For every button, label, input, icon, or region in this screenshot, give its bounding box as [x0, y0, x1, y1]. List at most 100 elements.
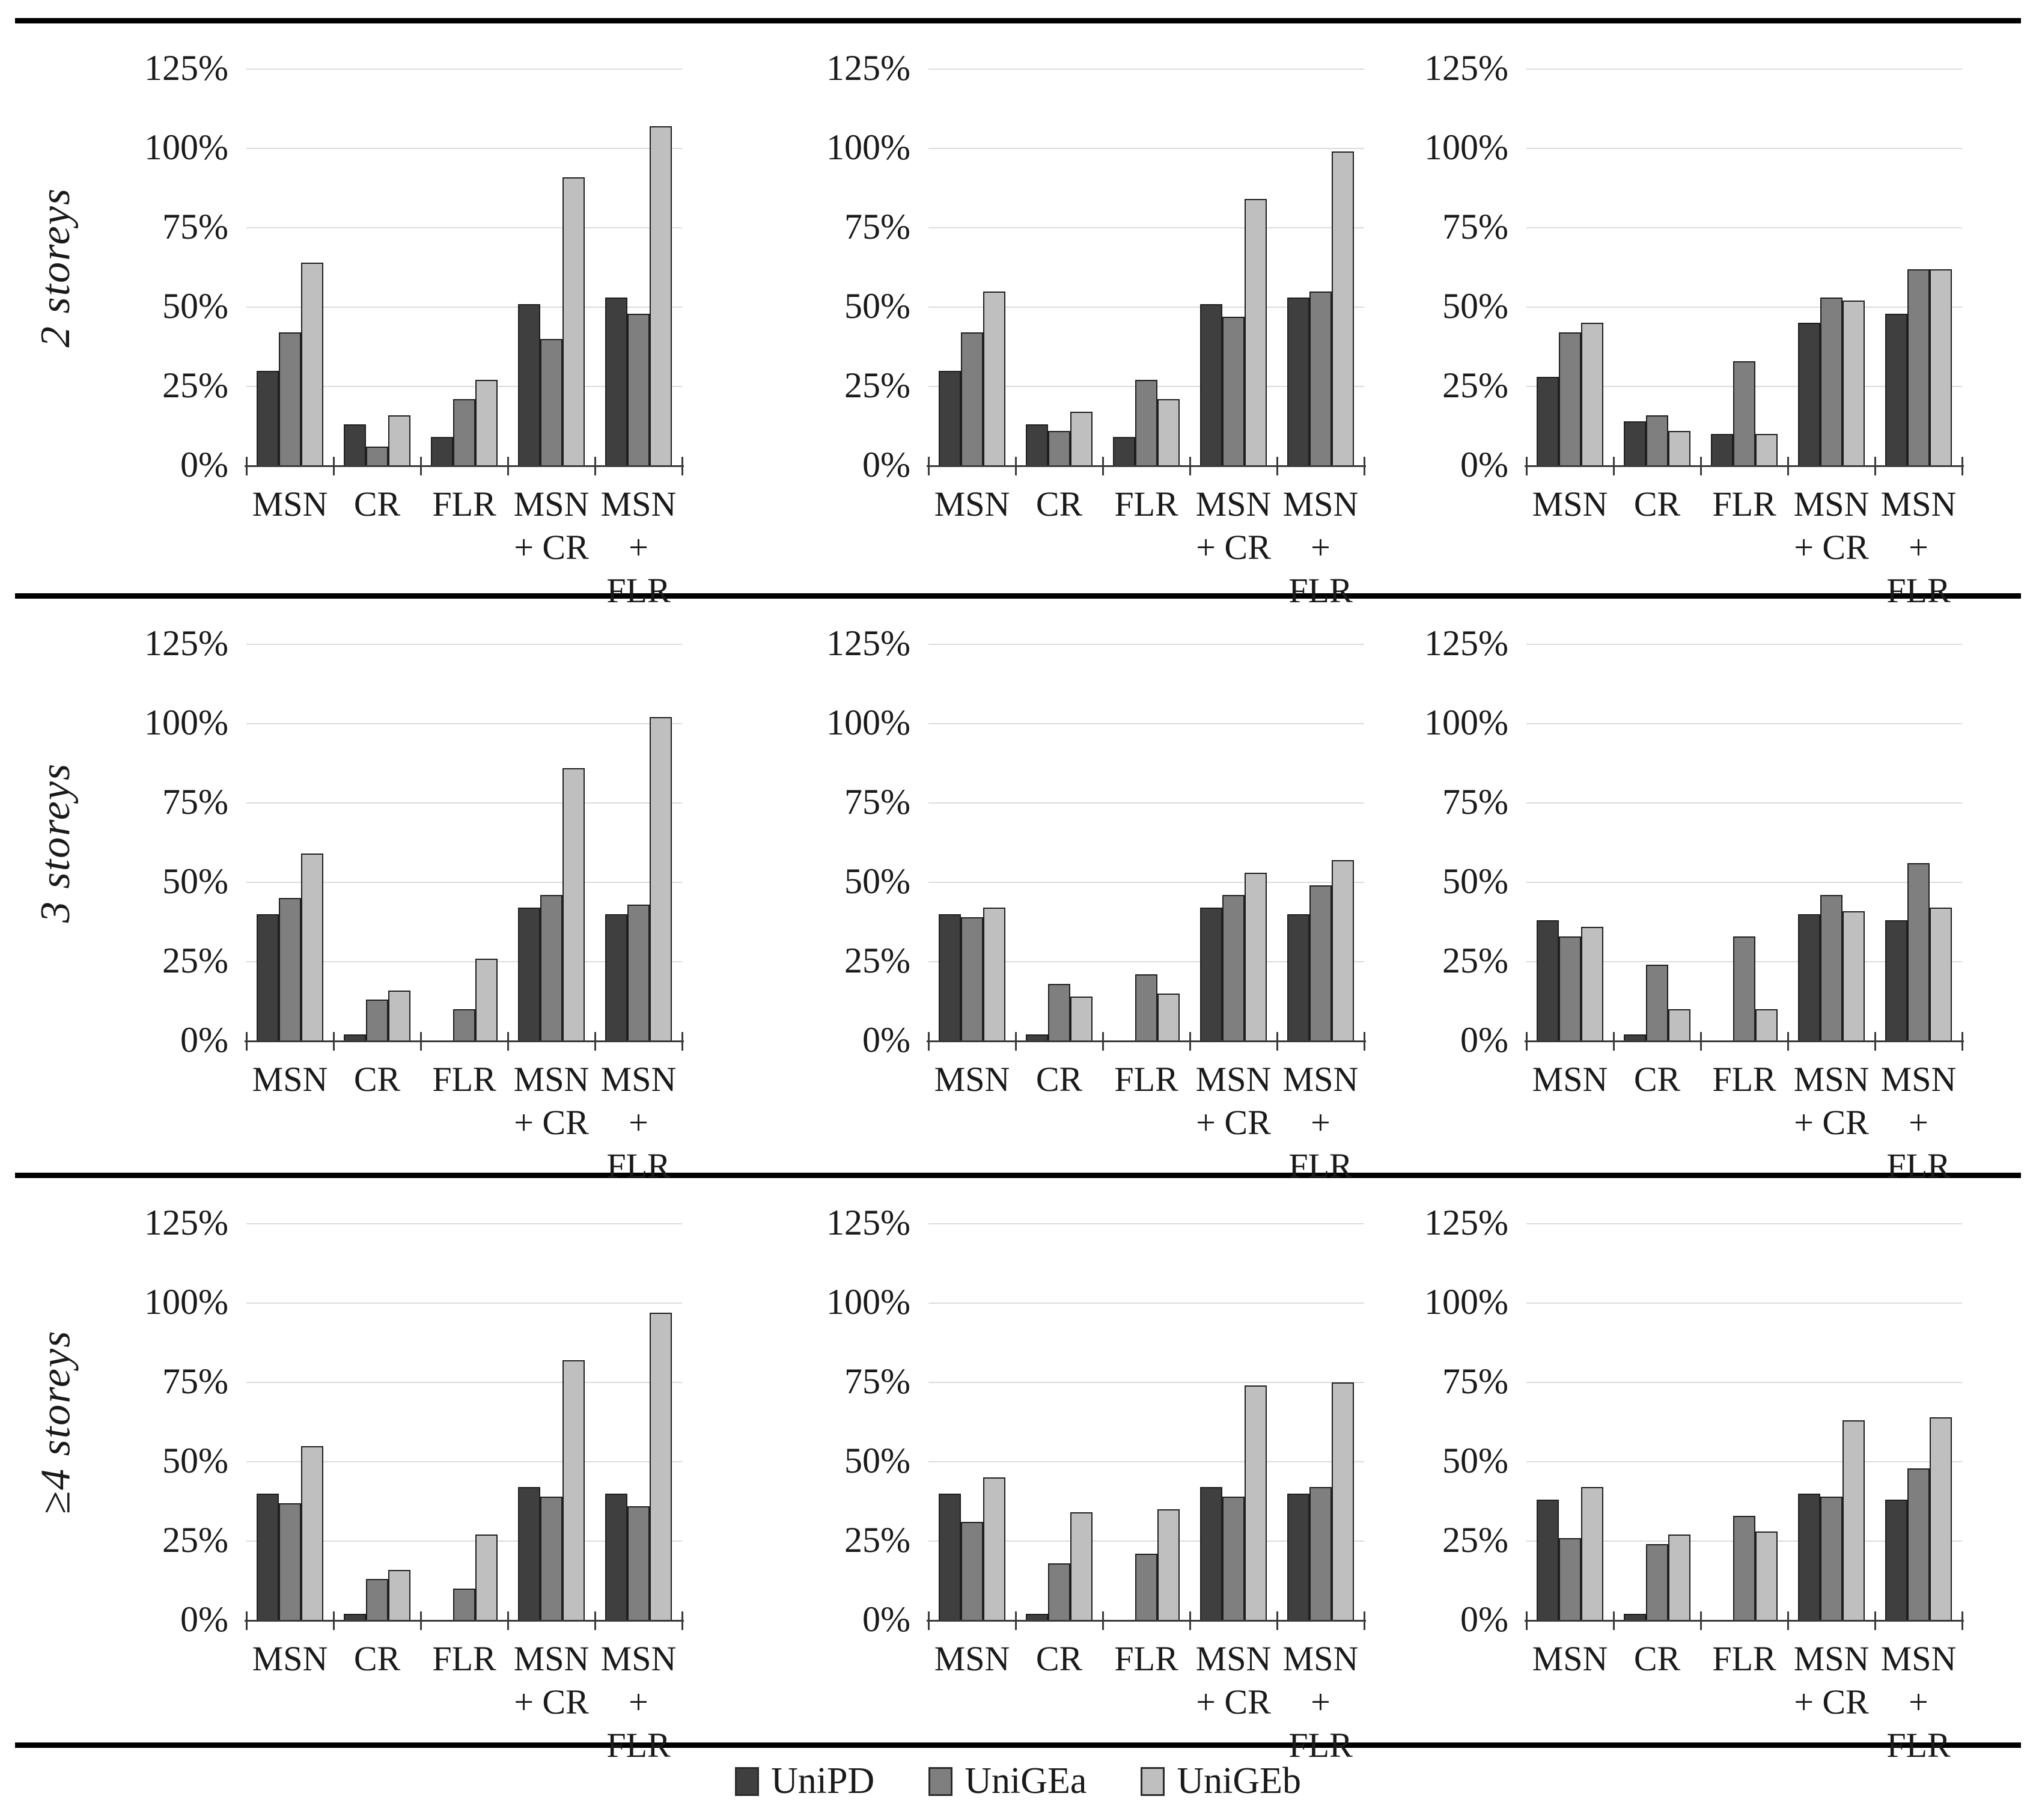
bar-unigea — [1820, 298, 1842, 466]
gridline — [1526, 1382, 1962, 1383]
y-axis-tick-label: 50% — [844, 286, 910, 326]
bar-unigea — [1733, 1516, 1755, 1620]
bar-unigea — [366, 1579, 388, 1620]
bar-unigeb — [388, 1570, 410, 1620]
bar-unipd — [1624, 421, 1646, 466]
bar-group-flr — [421, 1224, 508, 1620]
bar-unigea — [453, 399, 475, 466]
y-axis-tick-label: 125% — [144, 48, 228, 88]
y-axis-tick-label: 100% — [826, 127, 910, 168]
gridline — [246, 723, 682, 724]
category-label-line: + FLR — [1886, 1682, 1951, 1765]
category-label: FLR — [1701, 483, 1788, 526]
x-axis-labels: MSN CR FLR MSN + CR MSN + FLR — [246, 1637, 682, 1765]
y-axis-tick-label: 75% — [844, 782, 910, 822]
bar-unigeb — [475, 380, 498, 466]
bar-group-msn-flr — [1875, 1224, 1962, 1620]
category-label-line: CR — [1633, 484, 1681, 524]
category-label-line: MSN — [252, 1060, 328, 1099]
bar-unigeb — [1581, 1487, 1603, 1620]
x-axis-line — [927, 1620, 1366, 1622]
x-axis-labels: MSN CR FLR MSN + CR MSN + FLR — [1526, 1058, 1962, 1185]
category-label-line: MSN — [1880, 1060, 1957, 1099]
figure-row-3-storeys: 3 storeys 125% 100% 75% 50% 25% 0% MSN CR FLR MSN… — [0, 599, 2036, 1185]
legend-item-unigea: UniGEa — [928, 1760, 1087, 1803]
bar-unigeb — [650, 717, 672, 1041]
bar-unipd — [1537, 377, 1559, 466]
x-axis-labels: MSN CR FLR MSN + CR MSN + FLR — [246, 483, 682, 610]
bar-unigeb — [650, 126, 672, 466]
bar-group-flr — [1701, 644, 1788, 1041]
bar-unigea — [1646, 965, 1668, 1041]
y-axis-tick-label: 50% — [1442, 286, 1508, 326]
y-axis-tick-label: 25% — [162, 1520, 228, 1560]
x-axis-line — [245, 465, 684, 467]
y-axis-tick-label: 0% — [1460, 1020, 1508, 1060]
category-label: MSN — [928, 483, 1016, 526]
gridline — [1526, 1461, 1962, 1462]
bar-unigea — [1559, 936, 1581, 1041]
bar-group-cr — [1016, 644, 1103, 1041]
bar-unigeb — [1245, 1385, 1267, 1620]
bar-group-flr — [1701, 1224, 1788, 1620]
bar-unipd — [344, 1034, 366, 1041]
category-label: MSN — [1526, 1058, 1614, 1101]
plot-area — [1525, 69, 1964, 475]
gridline — [928, 723, 1364, 724]
bar-unipd — [605, 914, 627, 1041]
category-label: MSN — [246, 1637, 334, 1681]
category-label-line: FLR — [1114, 484, 1178, 524]
plot-area — [927, 1223, 1366, 1630]
plot-area — [245, 1223, 684, 1630]
bar-unigeb — [1070, 1512, 1093, 1620]
bar-unigea — [453, 1589, 475, 1620]
bar-unigeb — [650, 1313, 672, 1620]
bar-group-msn-flr — [1875, 69, 1962, 466]
bar-unipd — [1885, 314, 1907, 466]
bar-unipd — [1287, 298, 1309, 466]
bar-group-flr — [1103, 1224, 1190, 1620]
bar-unigeb — [1930, 269, 1952, 466]
category-label: MSN + FLR — [1277, 1637, 1364, 1767]
gridline — [1526, 882, 1962, 883]
category-label-line: CR — [1035, 484, 1083, 524]
y-axis-tick-label: 75% — [162, 782, 228, 822]
legend-item-unipd: UniPD — [734, 1760, 874, 1803]
bar-group-msn-flr — [1277, 1224, 1364, 1620]
category-label: MSN — [1526, 1637, 1614, 1681]
bar-unigeb — [388, 415, 410, 466]
bar-group-msn-flr — [1277, 69, 1364, 466]
bar-group-msn-flr — [1875, 644, 1962, 1041]
gridline — [246, 148, 682, 149]
category-label: CR — [334, 1637, 421, 1681]
category-label-line: MSN — [1793, 1639, 1870, 1678]
bar-unipd — [1798, 1494, 1820, 1620]
bar-unigea — [279, 332, 301, 466]
bar-group-cr — [1614, 1224, 1701, 1620]
x-axis-line — [1525, 1620, 1964, 1622]
category-label-line: + FLR — [1886, 528, 1951, 610]
category-label-line: MSN — [1195, 484, 1272, 524]
bar-unigeb — [1930, 1417, 1952, 1620]
bar-unigea — [961, 332, 983, 466]
category-label-line: MSN — [1793, 484, 1870, 524]
category-label: MSN + FLR — [1277, 483, 1364, 612]
horizontal-rule-row2 — [15, 1173, 2021, 1178]
category-label-line: + FLR — [1886, 1103, 1951, 1185]
bar-group-msn — [928, 69, 1016, 466]
category-label-line: MSN — [252, 484, 328, 524]
plot-area — [927, 644, 1366, 1051]
gridline — [246, 1382, 682, 1383]
gridline — [1526, 227, 1962, 228]
gridline — [246, 1223, 682, 1224]
bar-unigeb — [301, 1446, 323, 1620]
category-label: FLR — [421, 483, 508, 526]
gridline — [246, 386, 682, 387]
bar-group-msn-flr — [595, 644, 682, 1041]
bar-unigeb — [562, 177, 585, 466]
category-label: MSN + CR — [1788, 1637, 1875, 1724]
category-label: FLR — [1701, 1058, 1788, 1101]
bar-unigeb — [1157, 399, 1180, 466]
category-label: CR — [334, 483, 421, 526]
category-label: MSN + CR — [508, 483, 595, 569]
